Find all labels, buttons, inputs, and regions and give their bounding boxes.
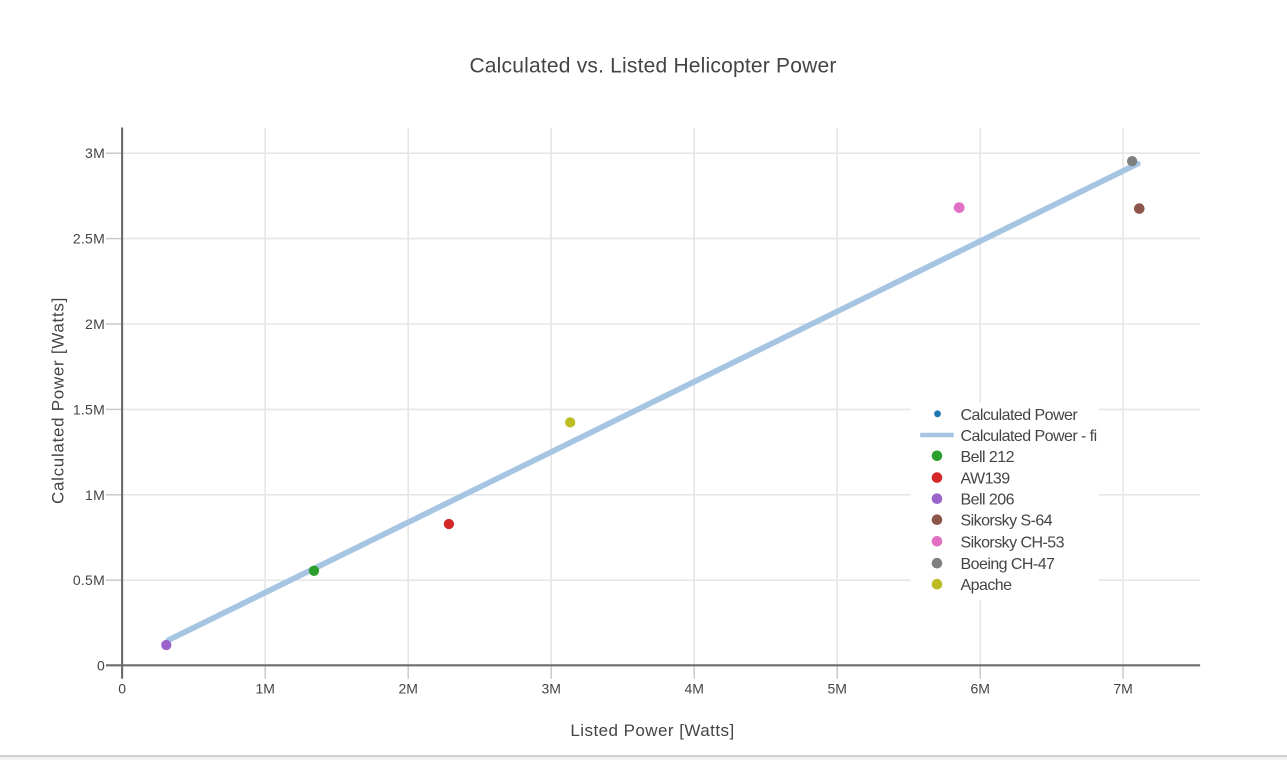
- svg-text:Sikorsky CH-53: Sikorsky CH-53: [961, 534, 1065, 551]
- svg-text:Bell 206: Bell 206: [961, 492, 1015, 509]
- svg-text:Boeing CH-47: Boeing CH-47: [961, 556, 1056, 573]
- svg-text:7M: 7M: [1113, 681, 1132, 697]
- svg-text:1.5M: 1.5M: [73, 401, 105, 417]
- svg-text:Sikorsky S-64: Sikorsky S-64: [961, 513, 1053, 530]
- svg-text:5M: 5M: [827, 681, 846, 697]
- svg-text:1M: 1M: [255, 681, 274, 697]
- svg-text:0: 0: [118, 681, 126, 697]
- svg-text:Apache: Apache: [961, 577, 1013, 594]
- svg-text:Calculated Power: Calculated Power: [961, 407, 1079, 424]
- svg-text:Calculated Power [Watts]: Calculated Power [Watts]: [49, 297, 68, 504]
- svg-text:Calculated Power - fi: Calculated Power - fi: [961, 428, 1097, 445]
- svg-text:3M: 3M: [85, 145, 105, 161]
- svg-text:0: 0: [97, 657, 105, 673]
- svg-text:4M: 4M: [684, 681, 703, 697]
- svg-text:2M: 2M: [398, 681, 417, 697]
- svg-text:2M: 2M: [85, 316, 105, 332]
- svg-text:AW139: AW139: [961, 471, 1011, 488]
- svg-text:0.5M: 0.5M: [73, 572, 105, 588]
- svg-text:Calculated vs. Listed Helicopt: Calculated vs. Listed Helicopter Power: [469, 54, 836, 77]
- svg-text:3M: 3M: [541, 681, 560, 697]
- svg-text:6M: 6M: [970, 681, 989, 697]
- svg-text:Bell 212: Bell 212: [961, 449, 1015, 466]
- svg-text:Listed Power [Watts]: Listed Power [Watts]: [570, 721, 734, 740]
- svg-text:2.5M: 2.5M: [73, 231, 105, 247]
- svg-text:1M: 1M: [85, 487, 105, 503]
